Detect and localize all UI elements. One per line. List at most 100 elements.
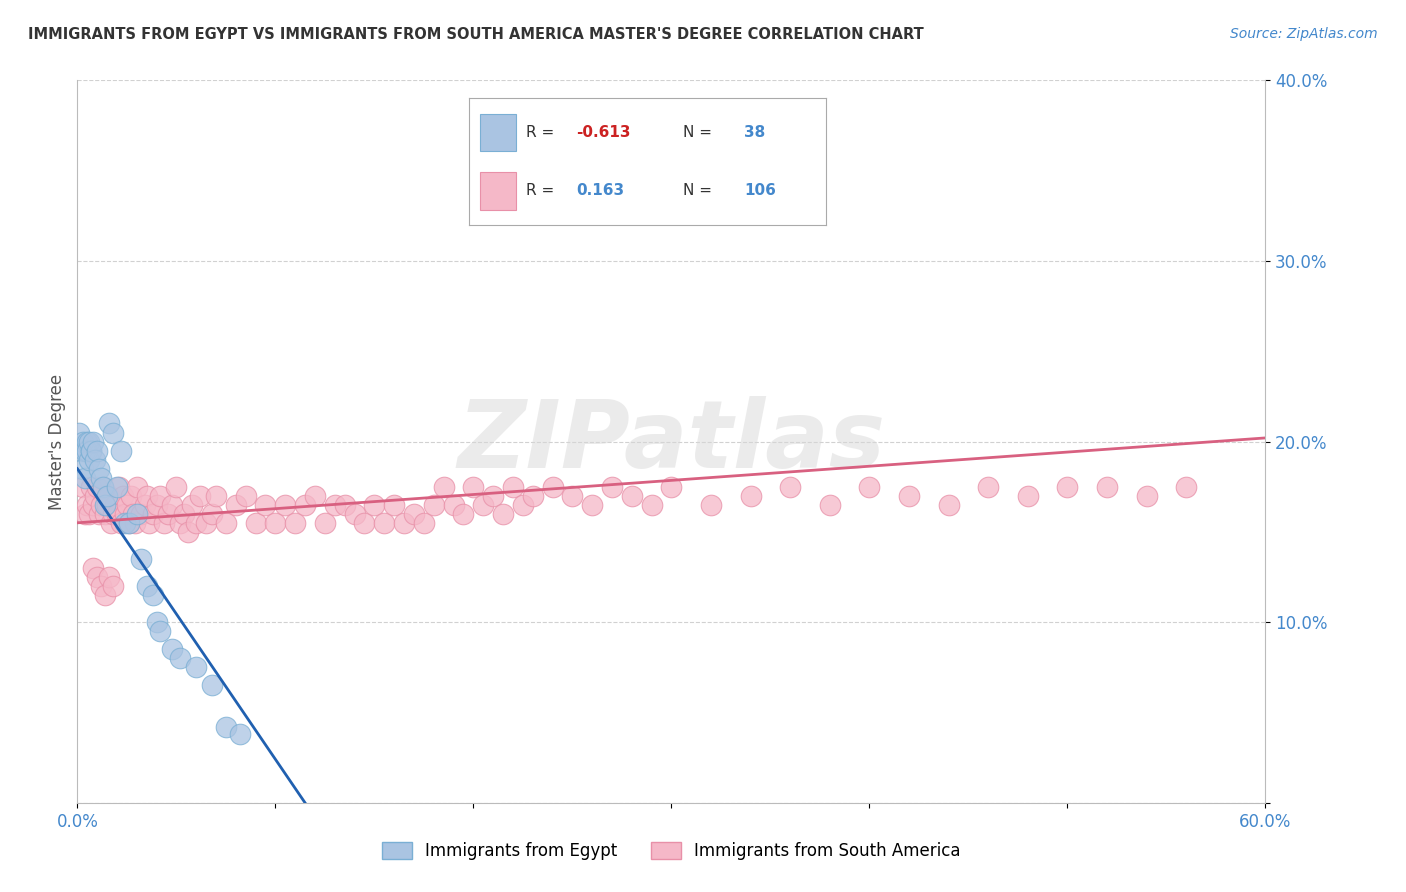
Point bbox=[118, 516, 141, 530]
Point bbox=[215, 516, 238, 530]
Point bbox=[228, 727, 250, 741]
Point bbox=[898, 489, 921, 503]
Point bbox=[1175, 480, 1198, 494]
Point bbox=[101, 579, 124, 593]
Point bbox=[938, 498, 960, 512]
Point bbox=[114, 516, 136, 530]
Point bbox=[188, 489, 211, 503]
Point bbox=[134, 498, 156, 512]
Point bbox=[98, 489, 121, 503]
Point bbox=[110, 443, 132, 458]
Point bbox=[173, 507, 195, 521]
Point bbox=[779, 480, 801, 494]
Point bbox=[96, 489, 118, 503]
Point bbox=[90, 579, 112, 593]
Point bbox=[225, 498, 247, 512]
Point bbox=[115, 498, 138, 512]
Point bbox=[75, 443, 97, 458]
Point bbox=[382, 498, 405, 512]
Legend: Immigrants from Egypt, Immigrants from South America: Immigrants from Egypt, Immigrants from S… bbox=[375, 835, 967, 867]
Point bbox=[1136, 489, 1159, 503]
Point bbox=[977, 480, 1000, 494]
Point bbox=[75, 471, 97, 485]
Point bbox=[412, 516, 434, 530]
Point bbox=[373, 516, 395, 530]
Point bbox=[1095, 480, 1118, 494]
Point bbox=[101, 507, 124, 521]
Point bbox=[91, 480, 114, 494]
Point bbox=[502, 480, 524, 494]
Point bbox=[90, 471, 112, 485]
Point bbox=[104, 498, 127, 512]
Point bbox=[75, 507, 97, 521]
Point bbox=[195, 516, 218, 530]
Point bbox=[181, 498, 204, 512]
Text: ZIPatlas: ZIPatlas bbox=[457, 395, 886, 488]
Point bbox=[157, 507, 180, 521]
Point bbox=[512, 498, 534, 512]
Point bbox=[581, 498, 603, 512]
Point bbox=[186, 660, 208, 674]
Point bbox=[169, 516, 191, 530]
Point bbox=[1056, 480, 1078, 494]
Point bbox=[77, 507, 100, 521]
Point bbox=[76, 443, 98, 458]
Point bbox=[149, 624, 172, 639]
Point bbox=[77, 434, 100, 449]
Point bbox=[125, 507, 148, 521]
Point bbox=[304, 489, 326, 503]
Point bbox=[186, 516, 208, 530]
Point bbox=[84, 452, 107, 467]
Point bbox=[67, 425, 90, 440]
Point bbox=[162, 642, 184, 657]
Point bbox=[111, 489, 134, 503]
Point bbox=[453, 507, 475, 521]
Point bbox=[205, 489, 228, 503]
Point bbox=[392, 516, 415, 530]
Point bbox=[443, 498, 465, 512]
Point bbox=[94, 588, 117, 602]
Point bbox=[561, 489, 583, 503]
Point bbox=[245, 516, 267, 530]
Point bbox=[82, 434, 104, 449]
Point bbox=[1017, 489, 1039, 503]
Point bbox=[145, 615, 167, 630]
Point bbox=[86, 570, 108, 584]
Point bbox=[149, 489, 172, 503]
Point bbox=[114, 507, 136, 521]
Point bbox=[323, 498, 346, 512]
Y-axis label: Master's Degree: Master's Degree bbox=[48, 374, 66, 509]
Point bbox=[124, 516, 146, 530]
Point bbox=[274, 498, 297, 512]
Point bbox=[120, 489, 142, 503]
Point bbox=[700, 498, 723, 512]
Point bbox=[600, 480, 623, 494]
Point bbox=[162, 498, 184, 512]
Point bbox=[169, 651, 191, 665]
Point bbox=[294, 498, 316, 512]
Point bbox=[818, 498, 841, 512]
Point bbox=[129, 552, 152, 566]
Point bbox=[108, 480, 131, 494]
Point bbox=[129, 507, 152, 521]
Point bbox=[121, 507, 143, 521]
Point bbox=[76, 434, 98, 449]
Point bbox=[201, 678, 224, 692]
Point bbox=[482, 489, 505, 503]
Point bbox=[423, 498, 446, 512]
Point bbox=[145, 498, 167, 512]
Point bbox=[472, 498, 495, 512]
Point bbox=[98, 417, 121, 431]
Point bbox=[165, 480, 187, 494]
Point bbox=[740, 489, 762, 503]
Point bbox=[72, 480, 94, 494]
Point bbox=[433, 480, 456, 494]
Point bbox=[142, 588, 165, 602]
Point bbox=[620, 489, 643, 503]
Point bbox=[125, 480, 148, 494]
Point bbox=[110, 516, 132, 530]
Point bbox=[86, 480, 108, 494]
Point bbox=[90, 498, 112, 512]
Point bbox=[142, 507, 165, 521]
Point bbox=[84, 489, 107, 503]
